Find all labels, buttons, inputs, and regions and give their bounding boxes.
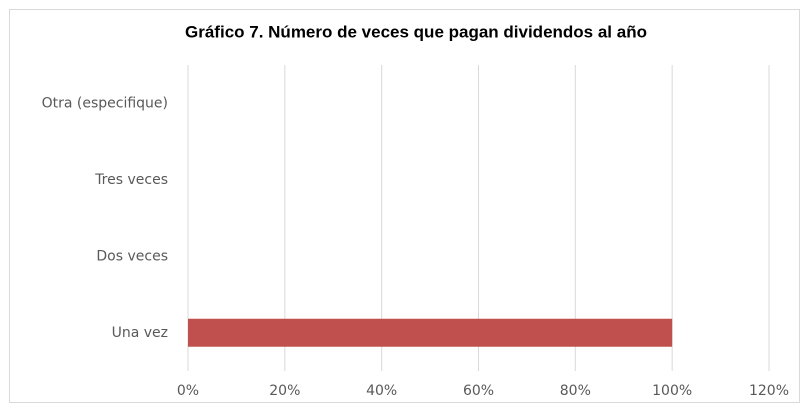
y-tick-label: Una vez xyxy=(112,325,168,341)
y-tick-label: Tres veces xyxy=(94,172,168,188)
y-tick-label: Otra (especifique) xyxy=(42,95,168,111)
x-tick-label: 60% xyxy=(463,383,494,399)
x-tick-label: 20% xyxy=(269,383,300,399)
y-tick-label: Dos veces xyxy=(96,248,168,264)
x-tick-label: 0% xyxy=(177,383,199,399)
chart-title: Gráfico 7. Número de veces que pagan div… xyxy=(185,22,647,41)
x-tick-label: 40% xyxy=(366,383,397,399)
x-tick-label: 120% xyxy=(749,383,789,399)
bar xyxy=(188,318,673,347)
x-tick-label: 100% xyxy=(652,383,692,399)
x-tick-label: 80% xyxy=(560,383,591,399)
